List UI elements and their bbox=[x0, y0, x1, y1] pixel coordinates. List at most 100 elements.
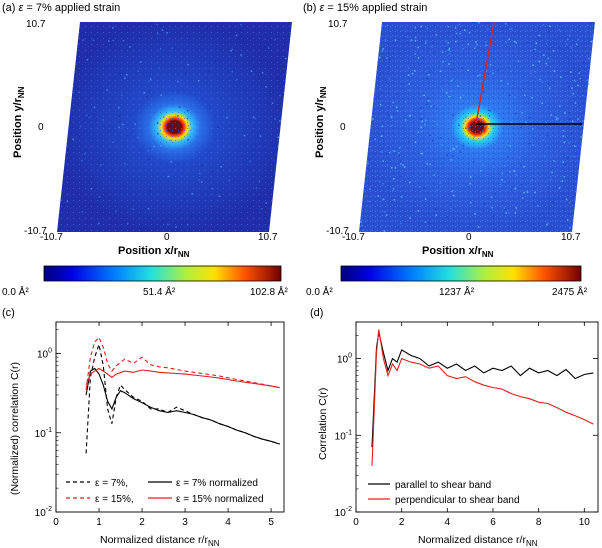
heatmap-speck bbox=[78, 91, 80, 93]
heatmap-speck bbox=[553, 160, 555, 162]
panel-b-tick-right: 10.7 bbox=[561, 232, 581, 243]
heatmap-speck bbox=[577, 84, 579, 87]
heatmap-speck bbox=[148, 159, 150, 161]
heatmap-speck bbox=[514, 170, 516, 172]
heatmap-speck bbox=[567, 219, 569, 221]
heatmap-speck bbox=[545, 42, 548, 45]
heatmap-speck bbox=[241, 216, 243, 219]
heatmap-speck bbox=[269, 92, 271, 95]
heatmap-speck bbox=[78, 135, 81, 137]
heatmap-speck bbox=[388, 152, 391, 154]
heatmap-speck bbox=[398, 147, 401, 149]
heatmap-speck bbox=[240, 54, 242, 56]
heatmap-speck bbox=[395, 106, 398, 109]
x-tick-label: 1 bbox=[96, 517, 102, 528]
series-line bbox=[371, 329, 594, 466]
heatmap-speck bbox=[368, 200, 371, 203]
heatmap-speck bbox=[494, 142, 497, 144]
heatmap-speck bbox=[408, 141, 410, 143]
heatmap-speck bbox=[187, 110, 189, 112]
heatmap-speck bbox=[578, 69, 580, 72]
heatmap-speck bbox=[112, 39, 115, 42]
heatmap-speck bbox=[417, 210, 420, 212]
heatmap-speck bbox=[449, 150, 452, 152]
heatmap-speck bbox=[448, 47, 451, 50]
heatmap-speck bbox=[404, 119, 407, 121]
heatmap-speck bbox=[469, 223, 471, 225]
heatmap-speck bbox=[514, 187, 517, 190]
heatmap-speck bbox=[414, 27, 416, 29]
heatmap-speck bbox=[540, 102, 543, 104]
heatmap-speck bbox=[582, 120, 584, 122]
heatmap-speck bbox=[417, 131, 420, 133]
heatmap-speck bbox=[369, 188, 371, 190]
heatmap-speck bbox=[264, 219, 266, 221]
heatmap-speck bbox=[530, 72, 532, 74]
heatmap-speck bbox=[552, 160, 554, 163]
heatmap-speck bbox=[531, 97, 533, 99]
heatmap-speck bbox=[535, 42, 538, 45]
heatmap-speck bbox=[582, 61, 585, 64]
heatmap-speck bbox=[450, 208, 452, 210]
heatmap-speck bbox=[450, 80, 453, 82]
panel-a-tick-bottom: -10.7 bbox=[24, 226, 47, 237]
heatmap-speck bbox=[100, 164, 102, 166]
panel-a-colorbar-mid: 51.4 Å² bbox=[143, 285, 176, 298]
heatmap-speck bbox=[468, 32, 471, 34]
x-tick-label: 0 bbox=[53, 517, 59, 528]
heatmap-speck bbox=[514, 212, 517, 214]
heatmap-speck bbox=[112, 141, 115, 144]
heatmap-speck bbox=[426, 27, 429, 30]
heatmap-speck bbox=[537, 205, 539, 207]
heatmap-speck bbox=[568, 142, 570, 144]
panel-c-x-axis-label: Normalized distance r/rNN bbox=[100, 534, 220, 548]
heatmap-speck bbox=[517, 60, 520, 63]
heatmap-speck bbox=[517, 165, 519, 167]
heatmap-speck bbox=[408, 74, 410, 76]
heatmap-speck bbox=[179, 132, 182, 135]
heatmap-speck bbox=[458, 129, 460, 131]
heatmap-speck bbox=[197, 80, 200, 82]
heatmap-speck bbox=[521, 195, 523, 197]
heatmap-speck bbox=[386, 164, 389, 166]
heatmap-speck bbox=[112, 27, 114, 29]
heatmap-speck bbox=[118, 107, 120, 109]
panel-d-label: (d) bbox=[310, 307, 323, 319]
heatmap-speck bbox=[185, 73, 187, 75]
heatmap-speck bbox=[126, 222, 129, 225]
heatmap-speck bbox=[380, 91, 382, 93]
heatmap-speck bbox=[369, 146, 371, 148]
heatmap-speck bbox=[187, 223, 189, 226]
heatmap-speck bbox=[409, 217, 411, 219]
heatmap-speck bbox=[429, 71, 431, 73]
heatmap-speck bbox=[489, 117, 491, 120]
heatmap-speck bbox=[148, 190, 151, 193]
heatmap-speck bbox=[418, 186, 420, 188]
heatmap-speck bbox=[567, 38, 570, 40]
heatmap-speck bbox=[92, 39, 95, 41]
heatmap-speck bbox=[543, 216, 546, 219]
heatmap-speck bbox=[425, 42, 427, 44]
heatmap-speck bbox=[504, 23, 507, 25]
heatmap-speck bbox=[501, 172, 504, 175]
heatmap-speck bbox=[520, 164, 522, 167]
heatmap-speck bbox=[277, 136, 279, 138]
heatmap-speck bbox=[137, 136, 139, 139]
heatmap-speck bbox=[231, 48, 233, 51]
panel-b-tick-left: -10.7 bbox=[342, 232, 365, 243]
heatmap-speck bbox=[432, 139, 434, 142]
heatmap-speck bbox=[521, 112, 523, 114]
heatmap-speck bbox=[119, 115, 121, 118]
heatmap-speck bbox=[511, 27, 513, 30]
heatmap-speck bbox=[81, 160, 83, 162]
heatmap-speck bbox=[464, 29, 466, 31]
heatmap-speck bbox=[533, 50, 535, 52]
heatmap-speck bbox=[515, 207, 517, 209]
heatmap-speck bbox=[414, 53, 416, 55]
heatmap-speck bbox=[473, 47, 476, 49]
heatmap-speck bbox=[423, 187, 425, 189]
heatmap-speck bbox=[452, 114, 454, 116]
heatmap-speck bbox=[81, 211, 83, 213]
heatmap-speck bbox=[179, 209, 182, 212]
heatmap-speck bbox=[433, 50, 436, 53]
